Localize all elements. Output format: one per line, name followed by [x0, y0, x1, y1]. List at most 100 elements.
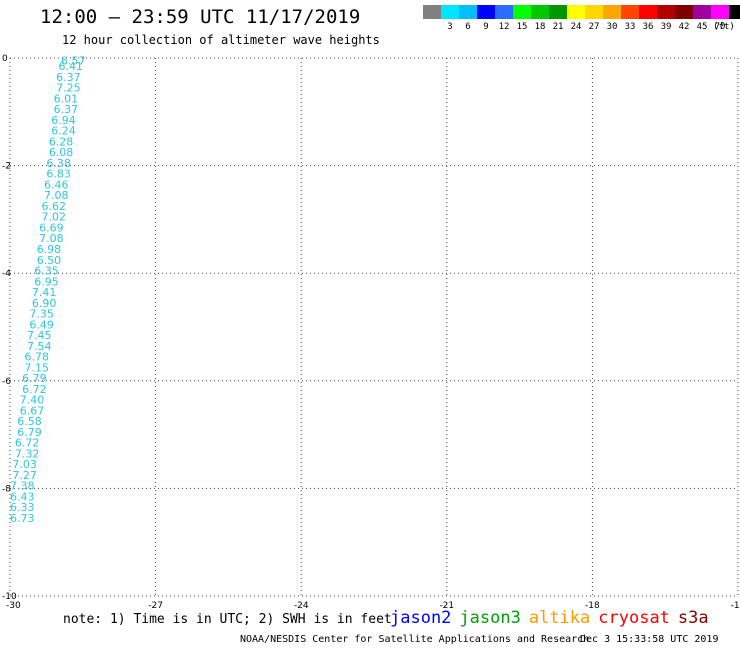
wave-height-label: 7.25	[56, 82, 81, 95]
wave-height-label: 6.94	[51, 114, 76, 127]
wave-height-label: 7.32	[15, 447, 40, 460]
colorbar-swatch	[675, 5, 693, 19]
y-tick-label: -10	[2, 592, 17, 602]
wave-height-label: 6.37	[54, 103, 79, 116]
legend-item-jason2: jason2	[390, 608, 452, 628]
satellite-legend: jason2 jason3 altika cryosat s3a	[390, 608, 717, 628]
colorbar-swatch	[459, 5, 477, 19]
colorbar-swatch	[639, 5, 657, 19]
wave-height-label: 6.28	[49, 135, 74, 148]
x-tick-label: -24	[294, 601, 309, 610]
wave-height-label: 6.24	[51, 125, 76, 138]
y-tick-label: -2	[2, 162, 11, 172]
wave-height-label: 6.01	[54, 92, 79, 105]
altimeter-plot: -30-27-24-21-18-150-2-4-6-8-106.576.416.…	[2, 54, 740, 610]
colorbar-label: 36	[642, 22, 654, 32]
colorbar-swatch	[585, 5, 603, 19]
wave-height-label: 6.72	[15, 437, 40, 450]
wave-height-label: 6.95	[34, 275, 59, 288]
wave-height-label: 6.62	[42, 200, 66, 213]
y-tick-label: -4	[2, 269, 11, 279]
colorbar-swatch	[657, 5, 675, 19]
y-tick-label: -6	[2, 377, 11, 387]
x-tick-label: -27	[148, 601, 163, 610]
wave-height-label: 6.69	[39, 221, 64, 234]
colorbar-swatch	[567, 5, 585, 19]
chart-subtitle: 12 hour collection of altimeter wave hei…	[62, 33, 380, 47]
colorbar-swatch	[495, 5, 513, 19]
colorbar-label: 18	[534, 22, 546, 32]
units-note: note: 1) Time is in UTC; 2) SWH is in fe…	[63, 612, 392, 627]
wave-height-label: 6.57	[61, 55, 86, 68]
legend-item-cryosat: cryosat	[598, 608, 670, 628]
y-tick-label: 0	[2, 54, 8, 64]
x-tick-label: -18	[585, 601, 600, 610]
colorbar-label: 30	[606, 22, 618, 32]
colorbar-label: 6	[465, 22, 471, 32]
colorbar-unit: (ft)	[713, 22, 735, 32]
colorbar-label: 21	[552, 22, 564, 32]
wave-height-label: 6.08	[49, 146, 74, 159]
credit-line: NOAA/NESDIS Center for Satellite Applica…	[240, 634, 590, 645]
wave-height-label: 6.33	[10, 501, 35, 514]
wave-height-label: 7.40	[20, 394, 44, 407]
x-tick-label: -30	[6, 601, 21, 610]
wave-height-label: 7.27	[12, 469, 37, 482]
wave-height-label: 6.41	[59, 60, 84, 73]
wave-height-label: 6.90	[32, 297, 57, 310]
colorbar-label: 12	[498, 22, 510, 32]
y-tick-label: -8	[2, 484, 11, 494]
legend-item-jason3: jason3	[459, 608, 521, 628]
legend-item-s3a: s3a	[677, 608, 709, 628]
generated-timestamp: Dec 3 15:33:58 UTC 2019	[580, 634, 719, 645]
wave-height-label: 7.35	[29, 308, 54, 321]
wave-height-label: 7.41	[32, 286, 57, 299]
colorbar-label: 45	[696, 22, 708, 32]
chart-title: 12:00 – 23:59 UTC 11/17/2019	[40, 6, 361, 28]
colorbar-swatch	[621, 5, 639, 19]
colorbar-label: 24	[570, 22, 582, 32]
x-tick-label: -21	[439, 601, 454, 610]
colorbar-label: 33	[624, 22, 636, 32]
colorbar-label: 42	[678, 22, 690, 32]
colorbar-label: 9	[483, 22, 489, 32]
wave-height-label: 7.45	[27, 329, 51, 342]
colorbar-swatch	[693, 5, 711, 19]
colorbar-swatch	[549, 5, 567, 19]
wave-height-label: 6.49	[29, 318, 54, 331]
wave-height-label: 6.35	[34, 265, 59, 278]
colorbar-swatch	[423, 5, 441, 19]
colorbar-label: 3	[447, 22, 453, 32]
wave-height-label: 6.98	[37, 243, 62, 256]
wave-height-label: 6.73	[10, 512, 35, 525]
wave-height-label: 7.08	[44, 189, 68, 202]
wave-height-label: 6.38	[46, 157, 71, 170]
wave-height-label: 6.79	[22, 372, 46, 385]
wave-height-label: 6.67	[20, 404, 44, 417]
wave-height-label: 6.43	[10, 490, 35, 503]
colorbar-label: 27	[588, 22, 600, 32]
x-tick-label: -15	[731, 601, 740, 610]
wave-height-label: 6.37	[56, 71, 81, 84]
wave-height-label: 6.83	[46, 168, 71, 181]
wave-height-label: 7.02	[42, 211, 66, 224]
wave-height-label: 7.38	[10, 480, 35, 493]
wave-height-label: 6.79	[17, 426, 41, 439]
colorbar-swatch	[603, 5, 621, 19]
wave-height-label: 6.78	[25, 351, 49, 364]
legend-item-altika: altika	[528, 608, 591, 628]
wave-height-label: 7.08	[39, 232, 64, 245]
wave-height-label: 6.72	[22, 383, 46, 396]
colorbar-swatch	[729, 5, 740, 19]
wave-height-label: 7.54	[27, 340, 51, 353]
colorbar-label: 15	[516, 22, 528, 32]
wave-height-label: 7.03	[12, 458, 37, 471]
colorbar-swatch	[531, 5, 549, 19]
colorbar-swatch	[711, 5, 729, 19]
wave-height-label: 6.50	[37, 254, 62, 267]
colorbar-swatch	[513, 5, 531, 19]
wave-height-label: 6.58	[17, 415, 41, 428]
wave-height-label: 7.15	[25, 361, 49, 374]
colorbar-label: 39	[660, 22, 672, 32]
wave-height-label: 6.46	[44, 178, 68, 191]
